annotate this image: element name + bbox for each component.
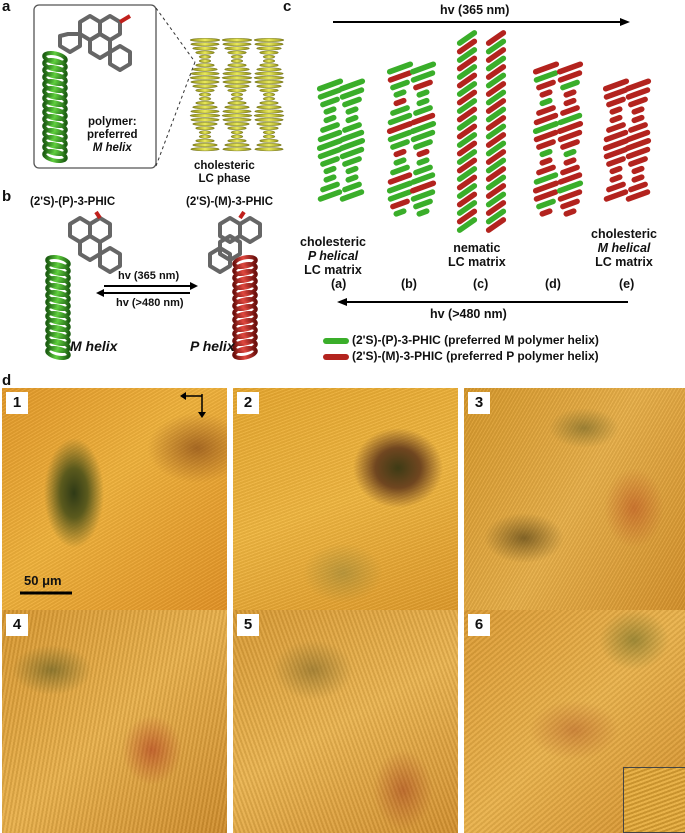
molecule-b-left — [68, 210, 122, 274]
p-helix-label: P helix — [190, 338, 235, 354]
state-letter-b: (b) — [401, 277, 417, 291]
micrograph-4: 4 — [2, 610, 227, 833]
helix-a-green — [42, 51, 68, 163]
micrograph-6: 6 — [464, 610, 685, 833]
panel-letter-a: a — [2, 0, 11, 15]
state-letter-d: (d) — [545, 277, 561, 291]
tile-number: 5 — [237, 614, 259, 636]
polymer-label: polymer: preferred M helix — [87, 116, 138, 154]
arrow-back-label: hv (>480 nm) — [116, 297, 184, 309]
tile-number: 3 — [468, 392, 490, 414]
legend-text-green: (2'S)-(P)-3-PHIC (preferred M polymer he… — [352, 333, 599, 347]
micrograph-5: 5 — [233, 610, 458, 833]
state-letter-e: (e) — [619, 277, 635, 291]
tile-number: 4 — [6, 614, 28, 636]
arrow-forward-label: hv (365 nm) — [118, 270, 180, 282]
lc-rod-columns — [316, 30, 652, 233]
micrograph-3: 3 — [464, 388, 685, 611]
state-letter-a: (a) — [331, 277, 347, 291]
polarizer-axes-icon — [20, 392, 206, 595]
top-arrow-label: hv (365 nm) — [440, 3, 510, 17]
zoom-line-top — [155, 7, 196, 63]
label-cholesteric-m: cholesteric M helical LC matrix — [591, 227, 658, 269]
molecule-a — [58, 14, 132, 72]
scale-bar-label: 50 μm — [24, 573, 62, 588]
panel-letter-d: d — [2, 372, 12, 389]
micrograph-1: 1 50 μm — [2, 388, 227, 611]
zoom-line-bottom — [155, 61, 196, 167]
helix-b-green — [45, 255, 71, 360]
tile-number: 2 — [237, 392, 259, 414]
legend-text-red: (2'S)-(M)-3-PHIC (preferred P polymer he… — [352, 349, 599, 363]
schematic-drawing — [33, 4, 652, 360]
m-helix-label: M helix — [70, 338, 118, 354]
tile-number: 6 — [468, 614, 490, 636]
state-letter-c: (c) — [473, 277, 489, 291]
magnified-inset — [623, 767, 685, 833]
micrograph-2: 2 — [233, 388, 458, 611]
panel-letter-b: b — [2, 188, 12, 205]
tile-number: 1 — [6, 392, 28, 414]
bottom-arrow-label: hv (>480 nm) — [430, 307, 507, 321]
label-cholesteric-p: cholesteric P helical LC matrix — [300, 235, 367, 277]
compound-right-label: (2'S)-(M)-3-PHIC — [186, 196, 274, 208]
cholesteric-phase — [189, 38, 285, 152]
panel-a-box — [33, 4, 157, 169]
label-nematic: nematic LC matrix — [448, 241, 506, 269]
compound-left-label: (2'S)-(P)-3-PHIC — [30, 196, 116, 208]
phase-label: cholesteric LC phase — [194, 160, 255, 185]
helix-b-red — [232, 255, 258, 360]
molecule-b-right — [208, 210, 262, 274]
panel-letter-c: c — [283, 0, 292, 15]
